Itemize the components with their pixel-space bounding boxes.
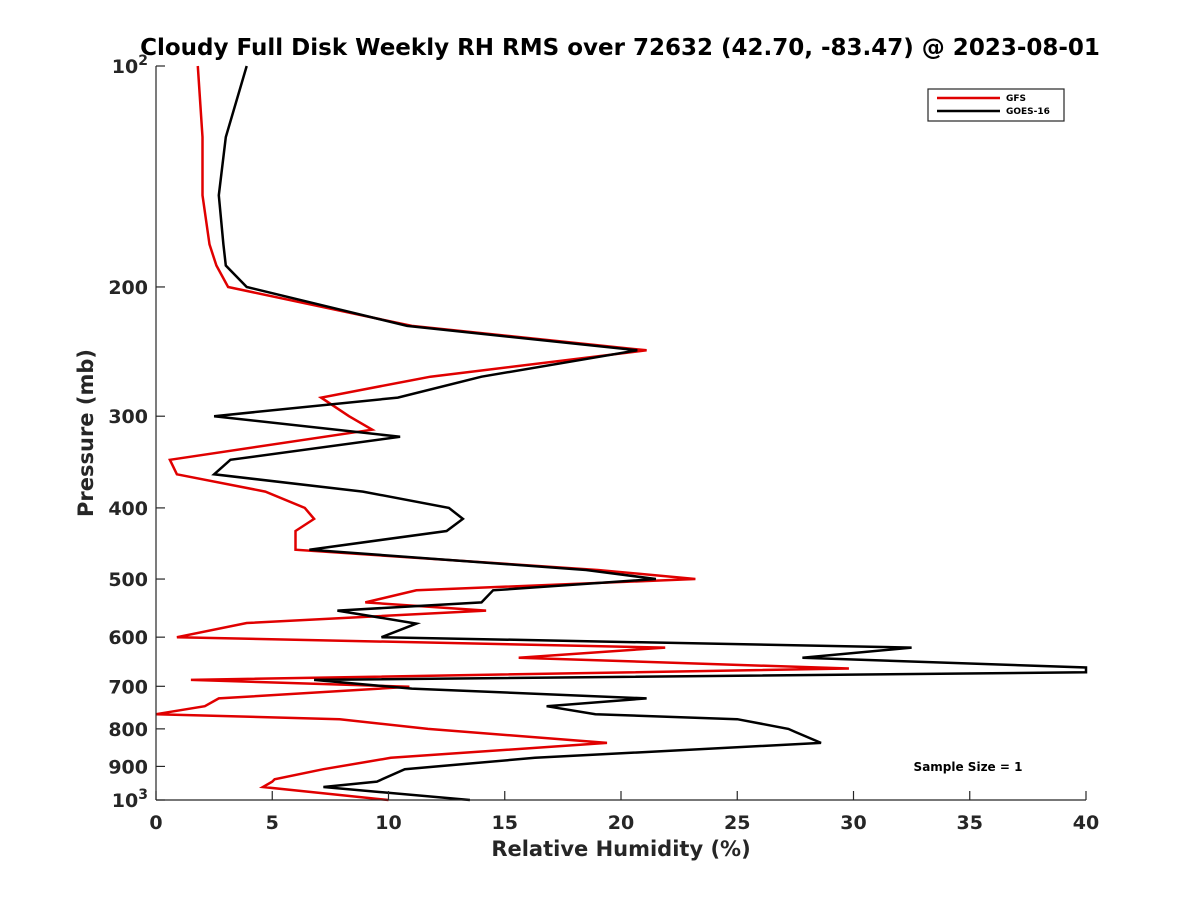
sample-size-annotation: Sample Size = 1 <box>914 760 1023 774</box>
y-tick-label: 900 <box>108 756 148 778</box>
x-axis-label: Relative Humidity (%) <box>491 837 750 861</box>
x-tick-label: 20 <box>608 812 634 834</box>
series-line-goes16 <box>211 65 1088 802</box>
y-tick-label: 600 <box>108 627 148 649</box>
y-tick-label: 700 <box>108 676 148 698</box>
x-tick-label: 0 <box>149 812 162 834</box>
x-tick-label: 40 <box>1073 812 1099 834</box>
x-tick-label: 15 <box>492 812 518 834</box>
y-axis-label: Pressure (mb) <box>74 349 98 517</box>
y-tick-label: 200 <box>108 277 148 299</box>
legend-box <box>927 88 1065 122</box>
x-tick-label: 35 <box>957 812 983 834</box>
legend-label-goes16: GOES-16 <box>1006 107 1050 117</box>
x-axis-ticks: 0 5 10 15 20 25 30 35 40 <box>149 791 1099 834</box>
plot-series <box>155 65 1088 802</box>
y-tick-label: 800 <box>108 719 148 741</box>
y-tick-label: 103 <box>112 787 148 812</box>
y-tick-label: 400 <box>108 498 148 520</box>
x-tick-label: 10 <box>375 812 401 834</box>
legend: GFS GOES-16 <box>927 88 1065 122</box>
y-tick-label: 102 <box>112 53 148 78</box>
legend-label-gfs: GFS <box>1006 94 1026 104</box>
x-tick-label: 30 <box>840 812 866 834</box>
y-axis-ticks: 102 200 300 400 500 600 700 800 900 103 <box>108 53 165 812</box>
y-tick-label: 300 <box>108 406 148 428</box>
x-tick-label: 5 <box>266 812 279 834</box>
x-tick-label: 25 <box>724 812 750 834</box>
chart-title: Cloudy Full Disk Weekly RH RMS over 7263… <box>140 35 1100 61</box>
y-tick-label: 500 <box>108 569 148 591</box>
series-line-gfs <box>155 65 849 802</box>
